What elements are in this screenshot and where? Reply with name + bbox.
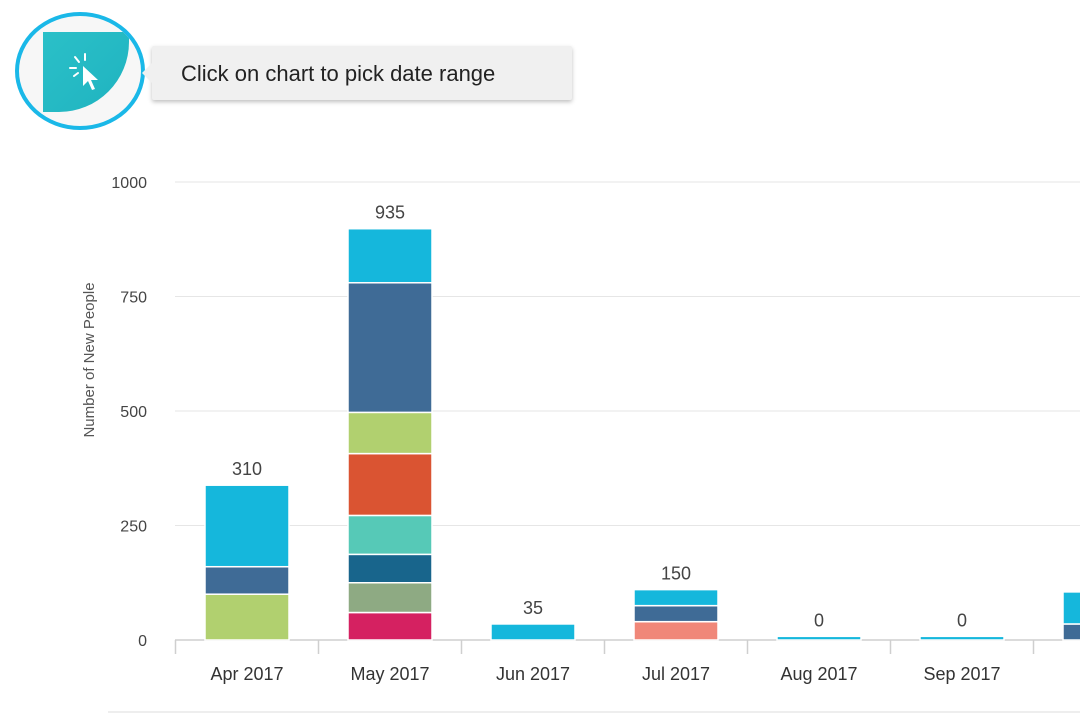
y-tick-label: 500 — [120, 404, 147, 421]
tooltip-arrow — [142, 63, 152, 83]
hint-badge — [15, 12, 145, 130]
bar-segment[interactable] — [633, 588, 719, 607]
cursor-click-icon — [69, 53, 98, 90]
bar-segment[interactable] — [776, 635, 862, 641]
bar-total-label: 0 — [957, 610, 967, 630]
bar-total-label: 150 — [661, 564, 691, 584]
bar-segment[interactable] — [204, 593, 290, 641]
hint-tile — [43, 32, 129, 112]
x-tick-label: Jul 2017 — [642, 664, 710, 684]
bar-segment[interactable] — [1062, 623, 1080, 641]
bar-segment[interactable] — [347, 514, 433, 556]
bar-segment[interactable] — [347, 611, 433, 641]
x-tick-label: May 2017 — [350, 664, 429, 684]
bar-segment[interactable] — [347, 582, 433, 614]
x-tick-label: Jun 2017 — [496, 664, 570, 684]
y-axis-title: Number of New People — [81, 282, 98, 437]
bar-segment[interactable] — [347, 282, 433, 414]
bar-segment[interactable] — [1062, 591, 1080, 625]
y-tick-label: 1000 — [111, 175, 147, 192]
bar-total-label: 310 — [232, 459, 262, 479]
bar-segment[interactable] — [347, 452, 433, 517]
bar-segment[interactable] — [204, 565, 290, 595]
bar-segment[interactable] — [347, 411, 433, 455]
bar-segment[interactable] — [204, 484, 290, 568]
bar-segment[interactable] — [633, 604, 719, 623]
y-tick-label: 250 — [120, 519, 147, 536]
bar-segment[interactable] — [919, 635, 1005, 641]
bar-segment[interactable] — [490, 623, 576, 641]
bar-segment[interactable] — [633, 620, 719, 641]
bar-segment[interactable] — [347, 227, 433, 284]
y-tick-label: 0 — [138, 633, 147, 650]
x-tick-label: Sep 2017 — [923, 664, 1000, 684]
hint-text: Click on chart to pick date range — [181, 61, 496, 86]
bar-segment[interactable] — [347, 553, 433, 584]
bar-total-label: 35 — [523, 598, 543, 618]
bar-total-label: 935 — [375, 203, 405, 223]
hint-tooltip: Click on chart to pick date range — [142, 46, 572, 100]
bar-total-label: 0 — [814, 610, 824, 630]
x-tick-label: Aug 2017 — [780, 664, 857, 684]
x-tick-label: Apr 2017 — [210, 664, 283, 684]
y-tick-label: 750 — [120, 290, 147, 307]
